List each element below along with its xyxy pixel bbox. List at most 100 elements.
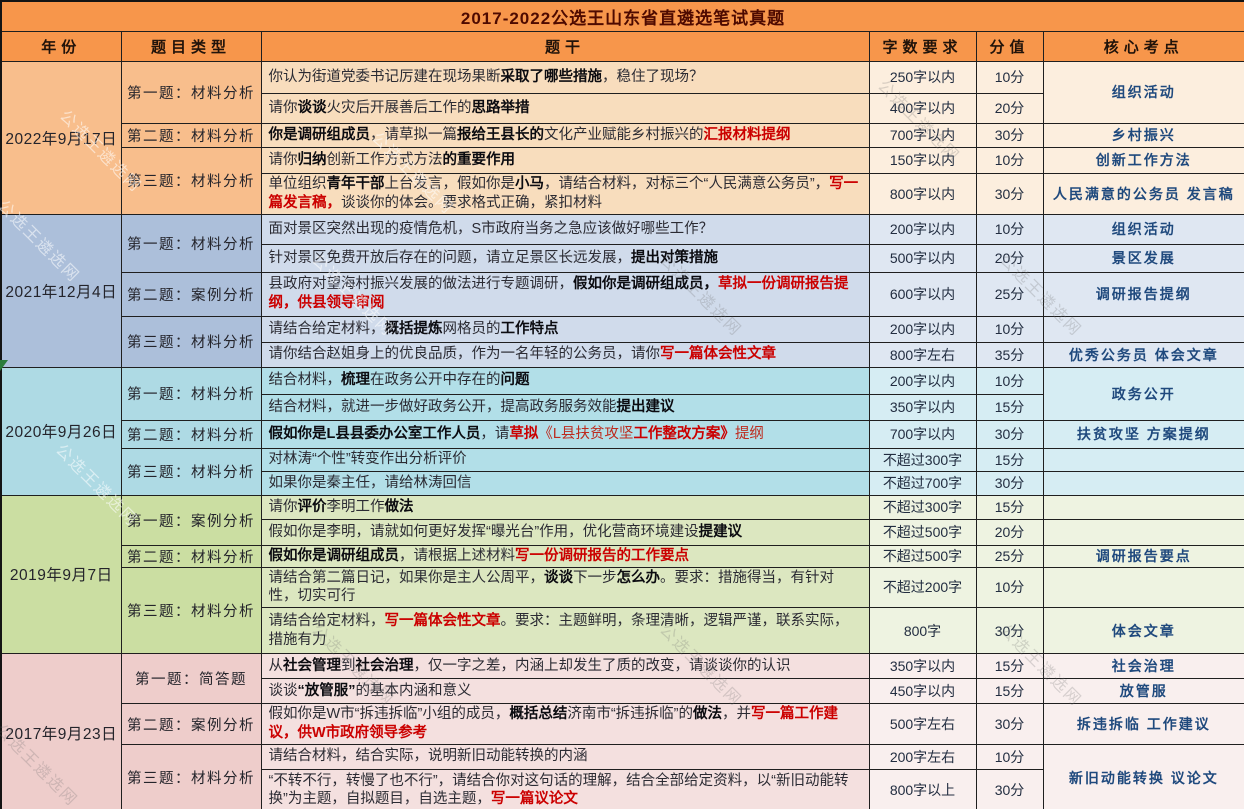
stem-text: 写一篇体会性文章 — [660, 346, 776, 363]
stem-text: 假如你是W市“拆违拆临”小组的成员， — [268, 706, 510, 723]
stem-text: 草拟一份调研报告提纲，供县领导审阅 — [268, 276, 849, 311]
score-cell: 20分 — [975, 243, 1044, 273]
stem-text: 下一步 — [573, 569, 617, 586]
stem-text: “放管服” — [297, 682, 356, 699]
word-count-cell: 不超过200字 — [868, 566, 977, 609]
stem-text: ，仅一字之差，内涵上却发生了质的改变，请谈谈你的认识 — [413, 657, 791, 674]
exam-row: 第三题：材料分析 对林涛“个性”转变作出分析评价 不超过300字 15分 — [1, 447, 1244, 496]
question-stem-cell: 假如你是L县县委办公室工作人员，请草拟《L县扶贫攻坚工作整改方案》提纲 — [260, 419, 870, 449]
header-core-point: 核心考点 — [1042, 30, 1244, 62]
stem-text: 网格员的 — [442, 320, 501, 337]
score-cell: 15分 — [975, 678, 1044, 705]
word-count-cell: 200字左右 — [868, 743, 977, 770]
question-stem-cell: 面对景区突然出现的疫情危机，S市政府当务之急应该做好哪些工作？ — [260, 213, 870, 245]
stem-text: 在政务公开中存在的 — [370, 372, 501, 389]
stem-text: 小马 — [515, 175, 544, 192]
core-point-cell: 组织活动 — [1042, 213, 1244, 245]
core-point-cell: 拆违拆临 工作建议 — [1042, 703, 1244, 745]
word-count-cell: 600字以内 — [868, 271, 977, 317]
stem-text: 汇报材料提纲 — [703, 126, 791, 143]
exam-row: 2019年9月7日 第一题：案例分析 请你评价李明工作做法 不超过300字 15分 — [0, 494, 1244, 655]
exam-row: 第三题：材料分析 请结合第二篇日记，如果你是主人公周平，谈谈下一步怎么办。要求：措… — [1, 566, 1244, 655]
question-stem-cell: 请你归纳创新工作方式方法的重要作用 — [260, 146, 870, 174]
exam-row: 2021年12月4日 第一题：材料分析 面对景区突然出现的疫情危机，S市政府当务之急… — [0, 213, 1244, 368]
core-point-cell — [1042, 566, 1244, 609]
stem-text: 做法 — [693, 706, 723, 723]
stem-text: 如果你是秦主任，请给林涛回信 — [268, 474, 472, 491]
score-cell: 25分 — [975, 271, 1044, 317]
stem-text: 提建议 — [698, 523, 743, 540]
exam-row: 第三题：材料分析 请你归纳创新工作方式方法的重要作用 150字以内 10分 创新工作方法 — [1, 146, 1244, 215]
word-count-cell: 250字以内 — [868, 60, 977, 94]
stem-text: ，请草拟一篇 — [370, 126, 457, 143]
score-cell: 10分 — [975, 146, 1044, 174]
question-stem-cell: 你认为街道党委书记厉建在现场果断采取了哪些措施，稳住了现场？ — [260, 60, 870, 94]
question-type-cell: 第三题：材料分析 — [120, 743, 262, 809]
exam-row: 如果你是秦主任，请给林涛回信 不超过700字 30分 — [1, 470, 1244, 496]
score-cell: 35分 — [975, 341, 1044, 368]
stem-text: 。要求：措施得当，有针对性，切实可行 — [268, 569, 835, 605]
score-cell: 30分 — [975, 172, 1044, 215]
core-point-cell: 优秀公务员 体会文章 — [1042, 341, 1244, 368]
score-cell: 15分 — [975, 653, 1044, 680]
question-type-cell: 第一题：材料分析 — [120, 213, 262, 273]
exam-row: 第二题：案例分析 县政府对望海村振兴发展的做法进行专题调研，假如你是调研组成员，草… — [1, 271, 1244, 317]
stem-text: ，请 — [480, 425, 510, 442]
stem-text: 请结合材料，结合实际，说明新旧动能转换的内涵 — [268, 748, 588, 765]
word-count-cell: 350字以内 — [868, 393, 977, 421]
stem-text: 假如你是调研组成员 — [268, 547, 400, 564]
word-count-cell: 150字以内 — [868, 146, 977, 174]
year-cell: 2022年9月17日 — [0, 60, 122, 215]
core-point-cell: 创新工作方法 — [1042, 146, 1244, 174]
word-count-cell: 400字以内 — [868, 92, 977, 124]
question-type-cell: 第二题：案例分析 — [120, 271, 262, 317]
core-point-cell: 调研报告要点 — [1042, 544, 1244, 568]
stem-text: 上台发言，假如你是 — [384, 175, 516, 192]
stem-text: 评价 — [297, 498, 327, 515]
score-cell: 20分 — [975, 518, 1044, 546]
exam-row: 谈谈“放管服”的基本内涵和意义 450字以内 15分 放管服 — [1, 678, 1244, 705]
header-row: 年份 题目类型 题干 字数要求 分值 核心考点 — [0, 30, 1244, 62]
question-type-cell: 第一题：材料分析 — [120, 60, 262, 124]
year-cell: 2020年9月26日 — [0, 366, 122, 496]
stem-text: 采取了哪些措施 — [500, 68, 603, 85]
exam-row: 请你结合赵姐身上的优良品质，作为一名年轻的公务员，请你写一篇体会性文章 800字左… — [1, 341, 1244, 368]
core-point-cell — [1042, 494, 1244, 520]
stem-text: 假如你是调研组成员， — [573, 276, 718, 293]
stem-text: 面对景区突然出现的疫情危机，S市政府当务之急应该做好哪些工作？ — [268, 220, 714, 237]
stem-text: 请结合给定材料， — [268, 320, 385, 337]
exam-row: 针对景区免费开放后存在的问题，请立足景区长远发展，提出对策措施 500字以内 20分… — [1, 243, 1244, 273]
stem-text: 提出建议 — [616, 398, 675, 415]
stem-text: 单位组织 — [268, 175, 327, 192]
word-count-cell: 不超过300字 — [868, 447, 977, 472]
question-stem-cell: 请你评价李明工作做法 — [260, 494, 870, 520]
stem-text: 火灾后开展善后工作的 — [326, 99, 472, 116]
word-count-cell: 800字以内 — [868, 172, 977, 215]
question-type-cell: 第一题：案例分析 — [120, 494, 262, 546]
question-stem-cell: 请结合给定材料，概括提炼网格员的工作特点 — [260, 315, 870, 343]
core-point-cell: 政务公开 — [1042, 366, 1244, 421]
stem-text: 写一篇发言稿， — [268, 175, 859, 211]
core-point-cell — [1042, 315, 1244, 343]
core-point-cell: 景区发展 — [1042, 243, 1244, 273]
stem-text: 做法 — [384, 498, 414, 515]
question-stem-cell: 请结合第二篇日记，如果你是主人公周平，谈谈下一步怎么办。要求：措施得当，有针对性… — [260, 566, 870, 609]
question-stem-cell: 假如你是调研组成员，请根据上述材料写一份调研报告的工作要点 — [260, 544, 870, 568]
score-cell: 30分 — [975, 419, 1044, 449]
stem-text: 写一份调研报告的工作要点 — [515, 547, 689, 564]
question-type-cell: 第二题：材料分析 — [120, 544, 262, 568]
stem-text: 概括提炼 — [384, 320, 443, 337]
stem-text: 济南市“拆违拆临”的 — [567, 706, 694, 723]
stem-text: ，请结合材料，对标三个“人民满意公务员”， — [544, 175, 830, 192]
stem-text: 青年干部 — [326, 175, 385, 192]
year-cell: 2019年9月7日 — [0, 494, 122, 655]
score-cell: 10分 — [975, 366, 1044, 395]
exam-row: 请结合给定材料，写一篇体会性文章。要求：主题鲜明，条理清晰，逻辑严谨，联系实际，… — [1, 607, 1244, 655]
stem-text: ，请根据上述材料 — [399, 547, 515, 564]
exam-row: 第二题：材料分析 你是调研组成员，请草拟一篇报给王县长的文化产业赋能乡村振兴的汇报… — [1, 122, 1244, 148]
stem-text: 创新工作方式方法 — [326, 151, 443, 168]
stem-text: 梳理 — [341, 372, 370, 389]
title-row: 2017-2022公选王山东省直遴选笔试真题 — [0, 0, 1244, 32]
exam-row: “不转不行，转慢了也不行”，请结合你对这句话的理解，结合全部给定资料，以“新旧动… — [1, 768, 1244, 809]
score-cell: 25分 — [975, 544, 1044, 568]
